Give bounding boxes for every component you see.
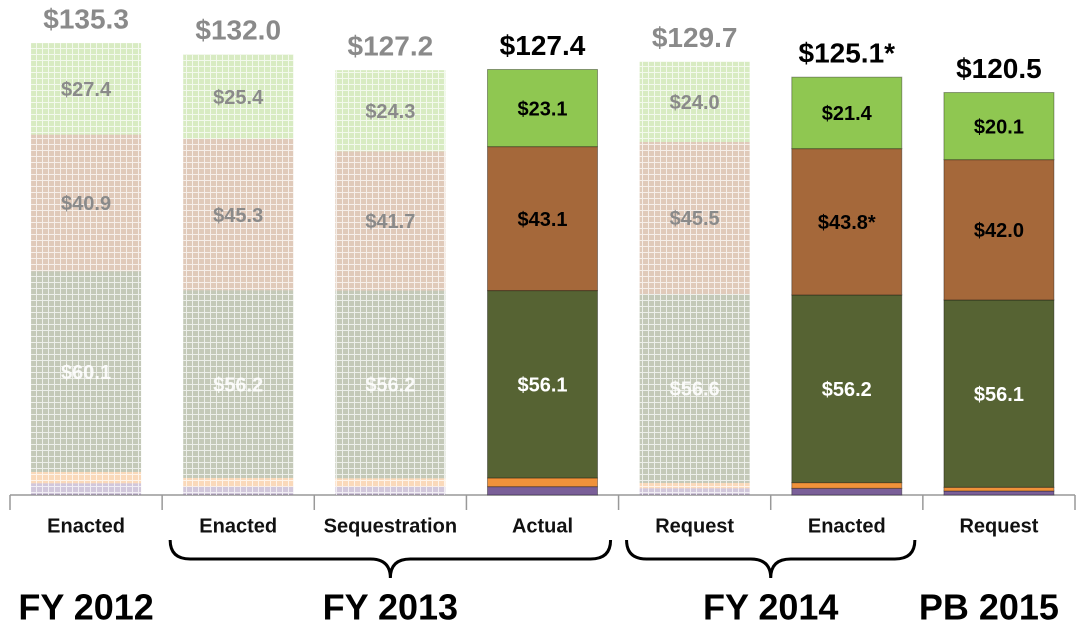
hatch — [183, 54, 294, 139]
segment-label: $42.0 — [974, 220, 1024, 242]
x-tick-label: Enacted — [47, 515, 125, 537]
segment-label: $56.2 — [213, 374, 263, 396]
x-tick-label: Actual — [512, 515, 573, 537]
hatch — [31, 483, 142, 495]
x-tick-label: Enacted — [808, 515, 886, 537]
group-label: FY 2012 — [18, 587, 153, 628]
bar-segment — [487, 146, 598, 292]
segment-label: $20.1 — [974, 116, 1024, 138]
bar-segment — [487, 290, 598, 479]
group-label: FY 2014 — [703, 587, 838, 628]
hatch — [183, 486, 294, 495]
hatch — [183, 138, 294, 291]
hatch — [183, 290, 294, 478]
bar-segment — [943, 486, 1055, 492]
hatch — [335, 151, 446, 291]
bar-segment — [943, 159, 1055, 301]
total-label: $127.2 — [348, 31, 434, 62]
bar-segment — [791, 294, 903, 484]
segment-label: $41.7 — [365, 211, 415, 233]
x-tick-label: Request — [959, 515, 1038, 537]
hatch — [639, 488, 750, 495]
hatch — [639, 141, 750, 294]
hatch — [639, 293, 750, 483]
bar-segment — [943, 92, 1055, 161]
segment-label: $56.2 — [822, 379, 872, 401]
segment-label: $45.3 — [213, 205, 263, 227]
segment-label: $56.1 — [517, 375, 567, 397]
hatch — [183, 477, 294, 487]
segment-label: $23.1 — [517, 98, 567, 120]
bar-segment — [487, 68, 598, 148]
segment-label: $25.4 — [213, 87, 264, 109]
hatch — [335, 290, 446, 479]
hatch — [639, 61, 750, 142]
segment-label: $43.1 — [517, 209, 567, 231]
total-label: $132.0 — [195, 15, 281, 46]
hatch — [335, 70, 446, 152]
hatch — [335, 478, 446, 487]
bar-segment — [791, 148, 903, 296]
bar-segment — [791, 482, 903, 489]
hatch — [31, 471, 142, 484]
segment-label: $56.6 — [670, 379, 720, 401]
brace — [625, 539, 917, 579]
total-label: $129.7 — [652, 22, 738, 53]
total-label: $125.1* — [799, 38, 896, 69]
total-label: $127.4 — [500, 30, 586, 61]
hatch — [639, 482, 750, 489]
bar-segment — [943, 490, 1055, 496]
segment-label: $56.1 — [974, 384, 1024, 406]
segment-label: $43.8* — [818, 212, 876, 234]
segment-label: $56.2 — [365, 375, 415, 397]
x-tick-label: Request — [655, 515, 734, 537]
group-label: FY 2013 — [323, 587, 458, 628]
segment-label: $24.3 — [365, 101, 415, 123]
hatch — [31, 43, 142, 135]
hatch — [335, 486, 446, 495]
group-label: PB 2015 — [919, 587, 1059, 628]
total-label: $120.5 — [956, 53, 1042, 84]
bar-segment — [943, 299, 1055, 488]
hatch — [31, 271, 142, 472]
segment-label: $27.4 — [61, 79, 112, 101]
segment-label: $21.4 — [822, 103, 873, 125]
bar-segment — [487, 486, 598, 496]
bar-segment — [791, 487, 903, 496]
segment-label: $60.1 — [61, 362, 111, 384]
x-tick-label: Sequestration — [324, 515, 457, 537]
segment-label: $40.9 — [61, 193, 111, 215]
segment-label: $45.5 — [670, 208, 720, 230]
x-tick-label: Enacted — [199, 515, 277, 537]
bar-segment — [791, 76, 903, 150]
segment-label: $24.0 — [670, 92, 720, 114]
brace — [168, 539, 613, 579]
total-label: $135.3 — [43, 3, 129, 34]
hatch — [31, 134, 142, 272]
bar-segment — [487, 477, 598, 488]
